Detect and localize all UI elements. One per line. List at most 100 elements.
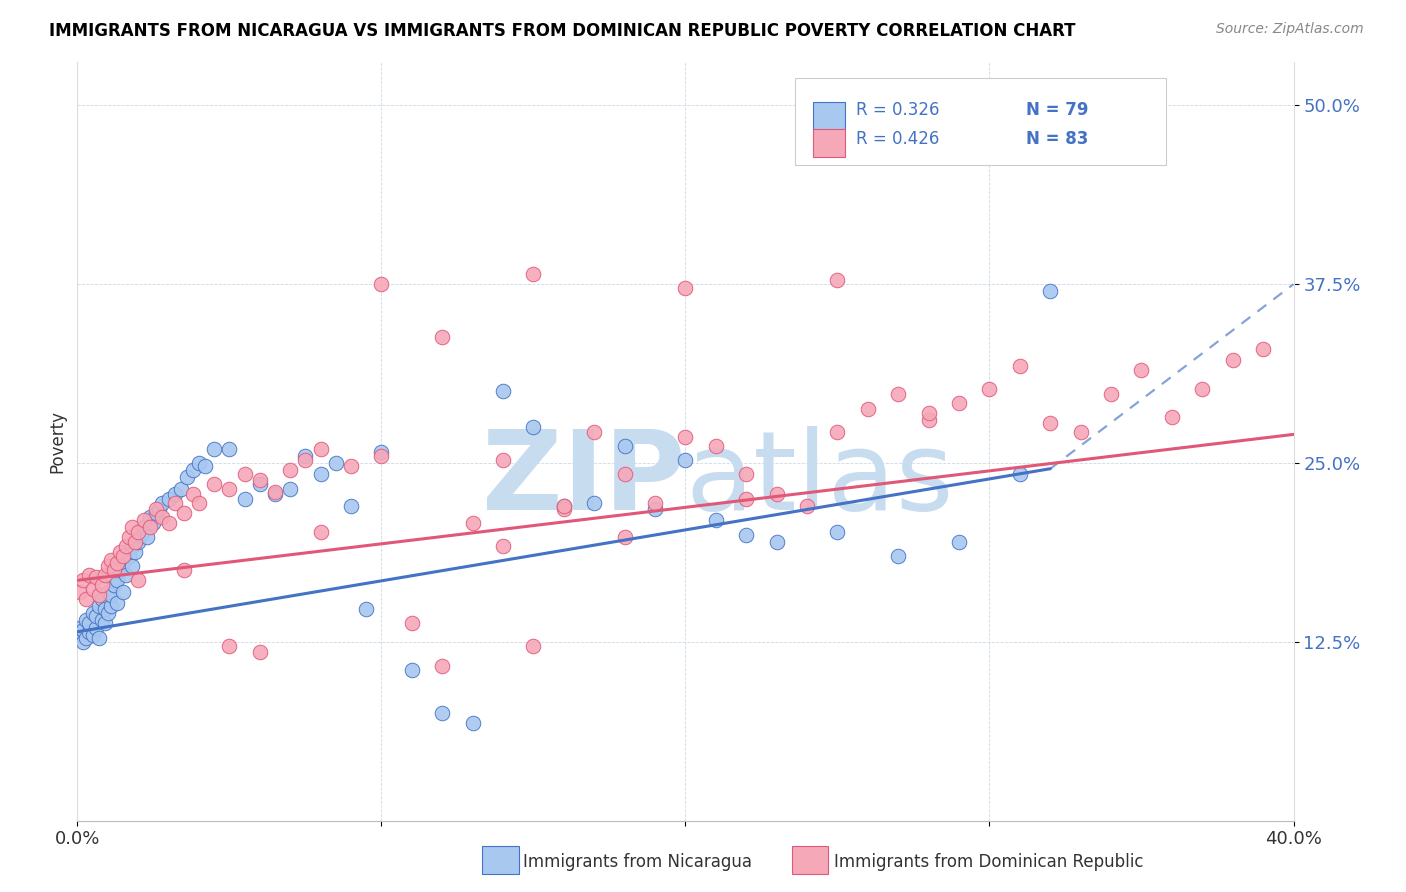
Y-axis label: Poverty: Poverty [48,410,66,473]
Point [202,442,225,456]
Point [354,602,377,616]
Point [492,539,515,553]
Text: Immigrants from Dominican Republic: Immigrants from Dominican Republic [834,853,1143,871]
Point [72,635,94,649]
Point [827,425,849,439]
Point [121,520,143,534]
Point [553,499,575,513]
Point [948,396,970,410]
Point [79,624,101,639]
Point [401,616,423,631]
Point [87,631,110,645]
Point [613,530,636,544]
Point [249,473,271,487]
Point [127,574,149,588]
Point [1099,387,1122,401]
Point [129,527,152,541]
Point [87,588,110,602]
Point [75,591,97,606]
Point [127,534,149,549]
Point [139,520,162,534]
Text: N = 83: N = 83 [1026,130,1088,148]
Text: R = 0.326: R = 0.326 [856,101,939,120]
Point [294,449,316,463]
Point [103,577,125,591]
Point [522,267,544,281]
FancyBboxPatch shape [794,78,1166,165]
Point [553,499,575,513]
Point [136,530,159,544]
Point [249,645,271,659]
Point [97,584,120,599]
Text: Source: ZipAtlas.com: Source: ZipAtlas.com [1216,22,1364,37]
Point [79,616,101,631]
Point [111,556,134,570]
Point [103,563,125,577]
Point [90,577,112,591]
Text: N = 79: N = 79 [1026,101,1088,120]
Point [105,596,128,610]
Point [134,513,156,527]
Text: R = 0.426: R = 0.426 [856,130,939,148]
Point [75,631,97,645]
Point [461,516,484,530]
Point [127,524,149,539]
Point [1070,425,1092,439]
Point [1222,353,1244,368]
Point [82,582,104,596]
Point [461,716,484,731]
Point [704,439,727,453]
Point [644,501,666,516]
Point [492,453,515,467]
Point [145,501,167,516]
Text: atlas: atlas [686,426,953,533]
Point [163,487,186,501]
Point [264,484,287,499]
Point [72,624,94,638]
Point [121,559,143,574]
Point [157,491,180,506]
Point [100,599,122,613]
Point [188,456,211,470]
Point [704,513,727,527]
Point [430,706,453,721]
Text: Immigrants from Nicaragua: Immigrants from Nicaragua [523,853,752,871]
FancyBboxPatch shape [813,129,845,157]
Point [115,567,138,582]
Point [108,544,131,558]
Point [1039,416,1062,430]
Point [176,470,198,484]
Point [1161,410,1184,425]
Point [218,442,240,456]
Point [90,613,112,627]
Point [309,442,332,456]
Point [309,524,332,539]
Point [827,524,849,539]
Point [309,467,332,482]
Point [430,659,453,673]
Point [948,534,970,549]
Point [93,602,115,616]
Point [97,606,120,620]
Point [170,482,193,496]
Point [856,401,879,416]
Point [583,425,606,439]
Point [93,567,115,582]
FancyBboxPatch shape [813,102,845,130]
Point [188,496,211,510]
Point [1251,342,1274,356]
Point [157,516,180,530]
Point [218,482,240,496]
Point [115,539,138,553]
Point [152,510,174,524]
Point [553,501,575,516]
Point [278,463,301,477]
Point [918,413,941,427]
Point [69,584,91,599]
Point [148,501,170,516]
Text: IMMIGRANTS FROM NICARAGUA VS IMMIGRANTS FROM DOMINICAN REPUBLIC POVERTY CORRELAT: IMMIGRANTS FROM NICARAGUA VS IMMIGRANTS … [49,22,1076,40]
Point [340,499,363,513]
Point [370,277,392,292]
Point [675,453,697,467]
Point [430,330,453,344]
